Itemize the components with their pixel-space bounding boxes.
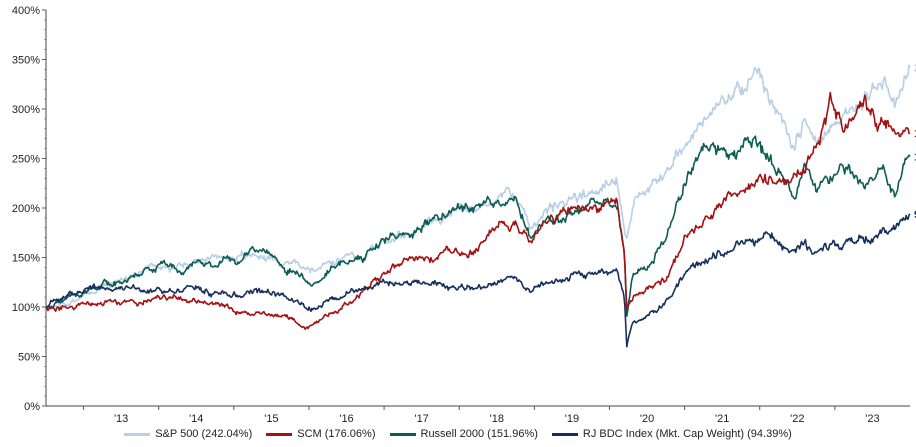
end-label-0: 242.04% (914, 62, 916, 74)
end-label-3: 94.39% (914, 209, 916, 221)
legend-item-rj-bdc: RJ BDC Index (Mkt. Cap Weight) (94.39%) (551, 428, 792, 440)
legend-label-russell: Russell 2000 (151.96%) (420, 428, 538, 440)
x-tick-label: '19 (565, 413, 579, 425)
y-tick-label: 0% (24, 401, 40, 413)
x-tick-label: '21 (715, 413, 729, 425)
y-tick-label: 250% (12, 154, 40, 166)
legend-label-scm: SCM (176.06%) (297, 428, 376, 440)
series-line-2 (45, 135, 911, 317)
x-tick-label: '17 (414, 413, 428, 425)
y-tick-label: 150% (12, 253, 40, 265)
x-tick-label: '13 (114, 413, 128, 425)
legend-item-scm: SCM (176.06%) (266, 428, 376, 440)
legend-item-sp500: S&P 500 (242.04%) (124, 428, 252, 440)
x-tick-label: '16 (339, 413, 353, 425)
x-tick-label: '18 (490, 413, 504, 425)
x-tick-label: '14 (189, 413, 203, 425)
y-tick-label: 100% (12, 302, 40, 314)
legend-item-russell: Russell 2000 (151.96%) (389, 428, 538, 440)
legend-swatch-scm (266, 432, 293, 436)
y-tick-label: 400% (12, 5, 40, 17)
legend-label-sp500: S&P 500 (242.04%) (155, 428, 253, 440)
end-label-2: 151.96% (914, 152, 916, 164)
legend-label-rj-bdc: RJ BDC Index (Mkt. Cap Weight) (94.39%) (582, 428, 792, 440)
series-line-0 (45, 64, 911, 310)
legend-swatch-sp500 (124, 432, 151, 436)
axes: 0% 50% 100% 150% 200% 250% 300% 350% 400% '13 '14 '… (12, 5, 910, 425)
x-tick-label: '15 (264, 413, 278, 425)
x-tick-label: '22 (790, 413, 804, 425)
y-tick-label: 300% (12, 104, 40, 116)
legend-swatch-rj-bdc (551, 432, 578, 436)
series-line-3 (45, 213, 911, 348)
x-tick-label: '23 (865, 413, 879, 425)
legend-swatch-russell (389, 432, 416, 436)
end-labels: 242.04% 151.96% 176.06% 94.39% (914, 62, 916, 221)
y-tick-label: 350% (12, 55, 40, 67)
y-tick-label: 200% (12, 203, 40, 215)
series-line-1 (45, 91, 911, 330)
end-label-1: 176.06% (914, 128, 916, 140)
x-tick-label: '20 (640, 413, 654, 425)
series-lines (45, 64, 911, 348)
legend: S&P 500 (242.04%) SCM (176.06%) Russell … (0, 428, 916, 440)
y-tick-label: 50% (18, 352, 40, 364)
